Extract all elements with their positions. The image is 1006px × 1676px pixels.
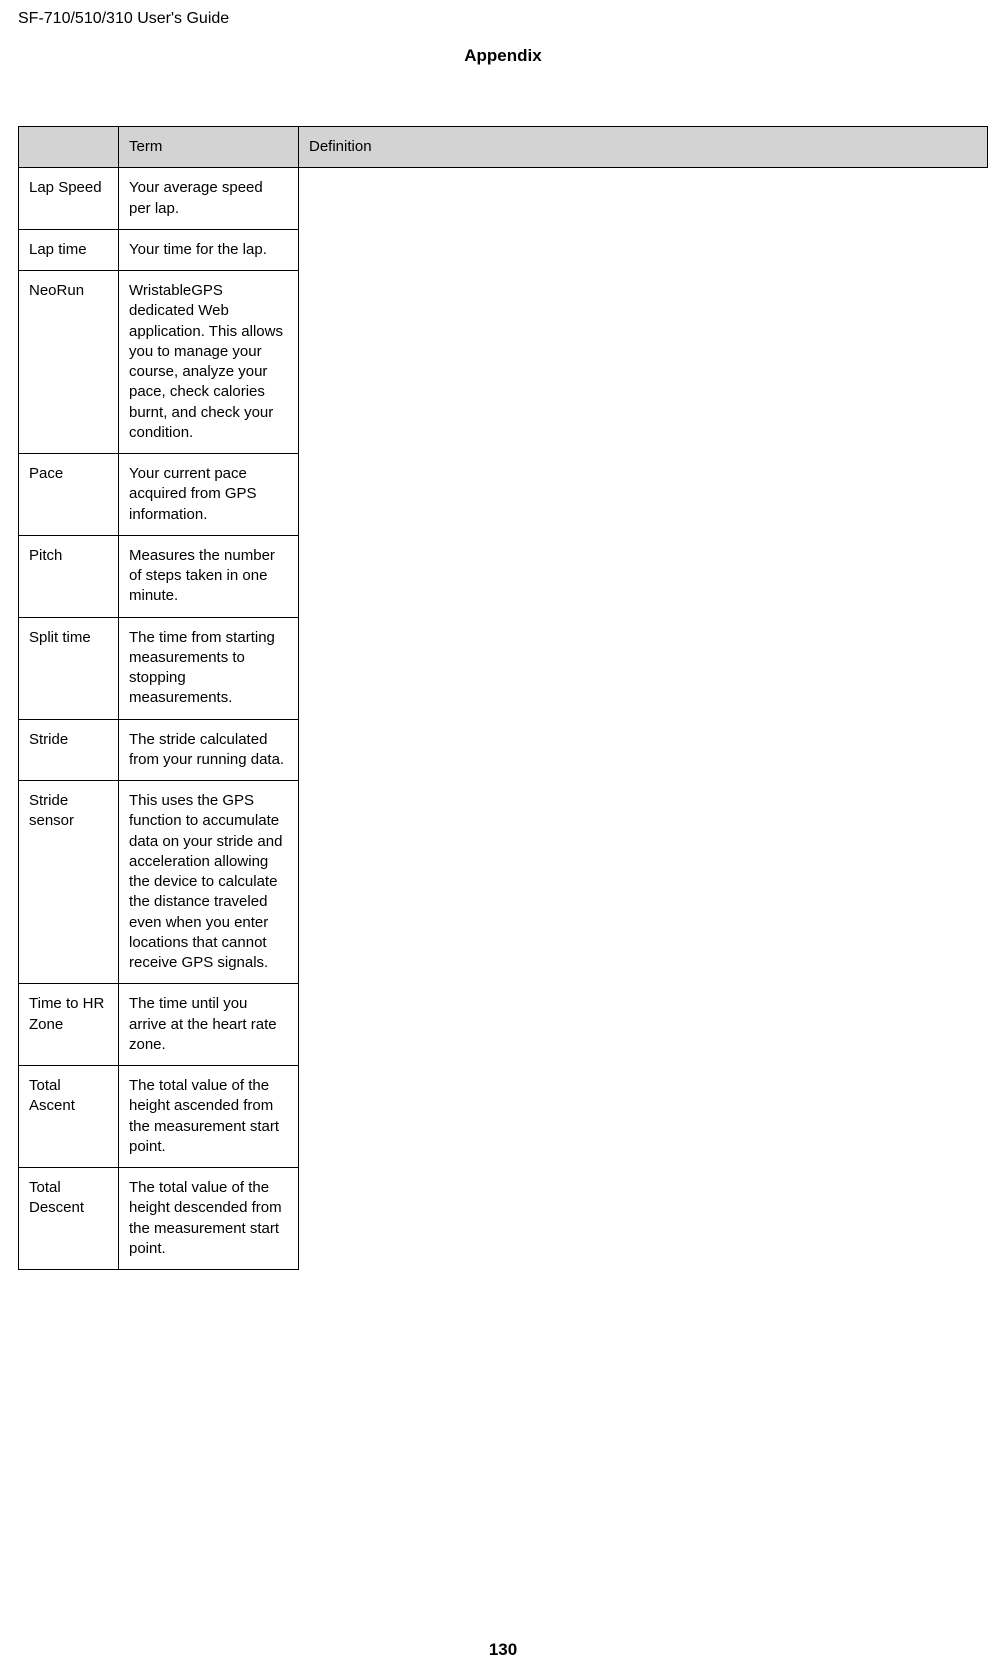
col-definition: Definition [299, 127, 988, 168]
col-blank [19, 127, 119, 168]
term-cell: Pitch [19, 535, 119, 617]
term-cell: Lap Speed [19, 168, 119, 230]
def-cell: This uses the GPS function to accumulate… [119, 781, 299, 984]
table-row: Lap Speed Your average speed per lap. [19, 168, 988, 230]
def-cell: The time until you arrive at the heart r… [119, 984, 299, 1066]
term-cell: NeoRun [19, 271, 119, 454]
def-cell: Your time for the lap. [119, 229, 299, 270]
term-cell: Stride [19, 719, 119, 781]
table-body: Lap Speed Your average speed per lap. La… [19, 168, 988, 1270]
section-title: Appendix [0, 46, 1006, 66]
term-cell: Pace [19, 454, 119, 536]
term-cell: Total Ascent [19, 1066, 119, 1168]
def-cell: The time from starting measurements to s… [119, 617, 299, 719]
col-term: Term [119, 127, 299, 168]
glossary-table-wrap: Term Definition Lap Speed Your average s… [18, 126, 988, 1270]
def-cell: The total value of the height ascended f… [119, 1066, 299, 1168]
definition-spacer [299, 168, 988, 1270]
term-cell: Total Descent [19, 1168, 119, 1270]
glossary-table: Term Definition Lap Speed Your average s… [18, 126, 988, 1270]
def-cell: Measures the number of steps taken in on… [119, 535, 299, 617]
term-cell: Lap time [19, 229, 119, 270]
def-cell: The stride calculated from your running … [119, 719, 299, 781]
term-cell: Time to HR Zone [19, 984, 119, 1066]
page: SF-710/510/310 User's Guide Appendix Ter… [0, 0, 1006, 1676]
table-header-row: Term Definition [19, 127, 988, 168]
term-cell: Split time [19, 617, 119, 719]
def-cell: Your average speed per lap. [119, 168, 299, 230]
term-cell: Stride sensor [19, 781, 119, 984]
def-cell: Your current pace acquired from GPS info… [119, 454, 299, 536]
doc-header: SF-710/510/310 User's Guide [18, 10, 229, 28]
def-cell: WristableGPS dedicated Web application. … [119, 271, 299, 454]
def-cell: The total value of the height descended … [119, 1168, 299, 1270]
page-number: 130 [0, 1640, 1006, 1660]
